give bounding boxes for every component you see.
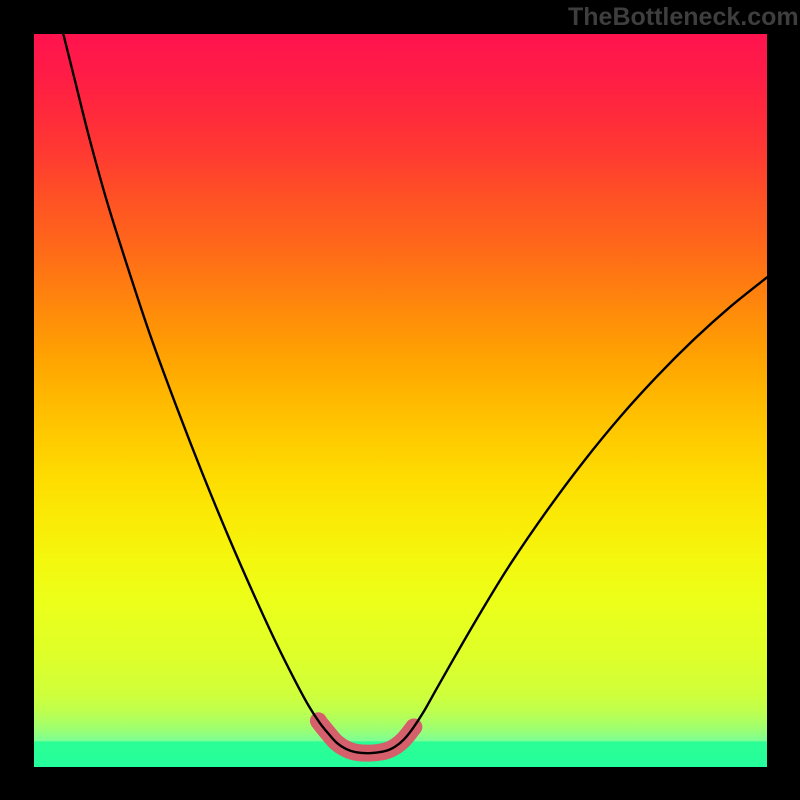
frame-bottom	[0, 767, 800, 800]
bottleneck-chart	[0, 0, 800, 800]
frame-right	[767, 0, 800, 800]
watermark-text: TheBottleneck.com	[568, 3, 799, 32]
plot-gradient	[34, 34, 767, 767]
frame-left	[0, 0, 34, 800]
